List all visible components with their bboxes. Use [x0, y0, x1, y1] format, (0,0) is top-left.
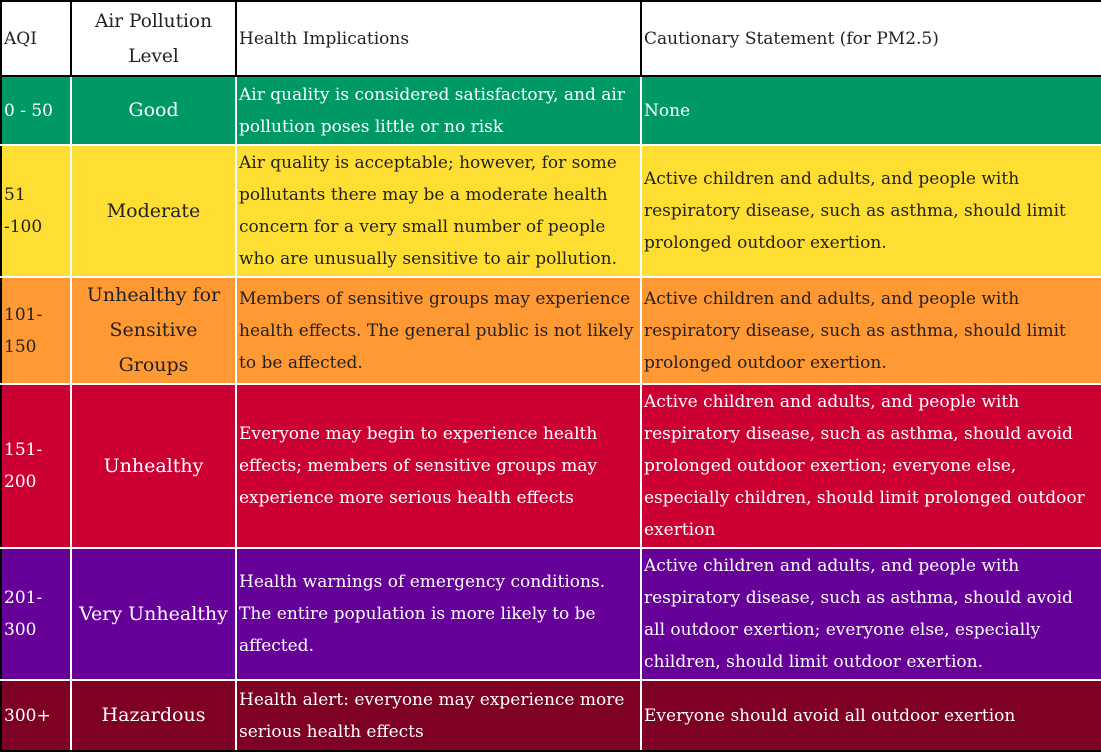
level-cell: Unhealthy — [70, 383, 237, 549]
aqi-range-cell: 51 -100 — [0, 144, 72, 278]
table-row: 201-300 Very Unhealthy Health warnings o… — [0, 547, 1101, 681]
table-row: 300+ Hazardous Health alert: everyone ma… — [0, 679, 1101, 752]
health-cell: Health warnings of emergency conditions.… — [235, 547, 642, 681]
caution-cell: None — [640, 75, 1101, 146]
header-level: Air Pollution Level — [70, 0, 237, 77]
caution-cell: Active children and adults, and people w… — [640, 144, 1101, 278]
table-row: 151-200 Unhealthy Everyone may begin to … — [0, 383, 1101, 549]
health-cell: Health alert: everyone may experience mo… — [235, 679, 642, 752]
aqi-range-cell: 300+ — [0, 679, 72, 752]
header-health-implications: Health Implications — [235, 0, 642, 77]
level-cell: Very Unhealthy — [70, 547, 237, 681]
table-row: 101-150 Unhealthy for Sensitive Groups M… — [0, 276, 1101, 385]
header-row: AQI Air Pollution Level Health Implicati… — [0, 0, 1101, 77]
table-row: 51 -100 Moderate Air quality is acceptab… — [0, 144, 1101, 278]
aqi-range-cell: 151-200 — [0, 383, 72, 549]
health-cell: Air quality is acceptable; however, for … — [235, 144, 642, 278]
header-aqi: AQI — [0, 0, 72, 77]
aqi-range-cell: 101-150 — [0, 276, 72, 385]
caution-cell: Active children and adults, and people w… — [640, 547, 1101, 681]
level-cell: Hazardous — [70, 679, 237, 752]
health-cell: Members of sensitive groups may experien… — [235, 276, 642, 385]
aqi-range-cell: 0 - 50 — [0, 75, 72, 146]
aqi-range-cell: 201-300 — [0, 547, 72, 681]
health-cell: Air quality is considered satisfactory, … — [235, 75, 642, 146]
header-cautionary-statement: Cautionary Statement (for PM2.5) — [640, 0, 1101, 77]
caution-cell: Active children and adults, and people w… — [640, 383, 1101, 549]
level-cell: Unhealthy for Sensitive Groups — [70, 276, 237, 385]
health-cell: Everyone may begin to experience health … — [235, 383, 642, 549]
level-cell: Good — [70, 75, 237, 146]
level-cell: Moderate — [70, 144, 237, 278]
table-row: 0 - 50 Good Air quality is considered sa… — [0, 75, 1101, 146]
caution-cell: Everyone should avoid all outdoor exerti… — [640, 679, 1101, 752]
caution-cell: Active children and adults, and people w… — [640, 276, 1101, 385]
